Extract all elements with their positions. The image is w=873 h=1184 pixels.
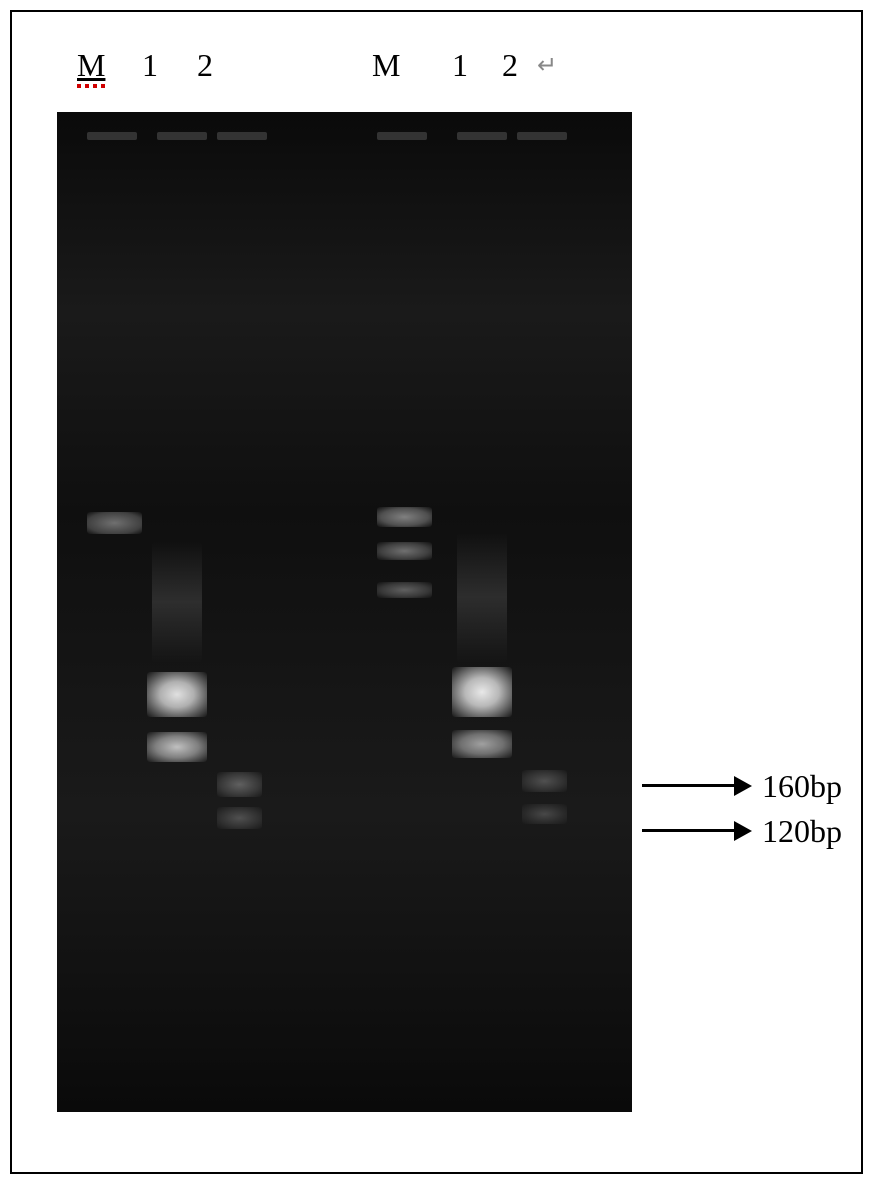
gel-well [457, 132, 507, 140]
gel-well [377, 132, 427, 140]
lane-label-2-left: 2 [197, 47, 213, 84]
lane-label-2-right: 2 [502, 47, 518, 84]
gel-band [217, 772, 262, 797]
arrow-line-icon [642, 784, 737, 787]
size-marker-label: 120bp [762, 813, 842, 850]
gel-well [87, 132, 137, 140]
gel-band [147, 732, 207, 762]
gel-image [57, 112, 632, 1112]
return-glyph-icon: ↵ [537, 51, 557, 80]
gel-band [377, 507, 432, 527]
lane-label-M-left: M [77, 47, 105, 84]
arrow-head-icon [734, 821, 752, 841]
arrow-head-icon [734, 776, 752, 796]
gel-band [522, 804, 567, 824]
size-marker-label: 160bp [762, 768, 842, 805]
gel-band [87, 512, 142, 534]
gel-well [157, 132, 207, 140]
arrow-line-icon [642, 829, 737, 832]
gel-well [517, 132, 567, 140]
gel-band [217, 807, 262, 829]
gel-band [452, 730, 512, 758]
lane-label-1-left: 1 [142, 47, 158, 84]
lane-label-1-right: 1 [452, 47, 468, 84]
gel-band [377, 582, 432, 598]
lane-label-M-right: M [372, 47, 400, 84]
gel-smear [457, 532, 507, 662]
gel-well [217, 132, 267, 140]
gel-band [147, 672, 207, 717]
gel-band [452, 667, 512, 717]
gel-band [522, 770, 567, 792]
figure-frame: M 1 2 M 1 2 ↵ 160bp 1 [10, 10, 863, 1174]
gel-smear [152, 542, 202, 662]
gel-band [377, 542, 432, 560]
